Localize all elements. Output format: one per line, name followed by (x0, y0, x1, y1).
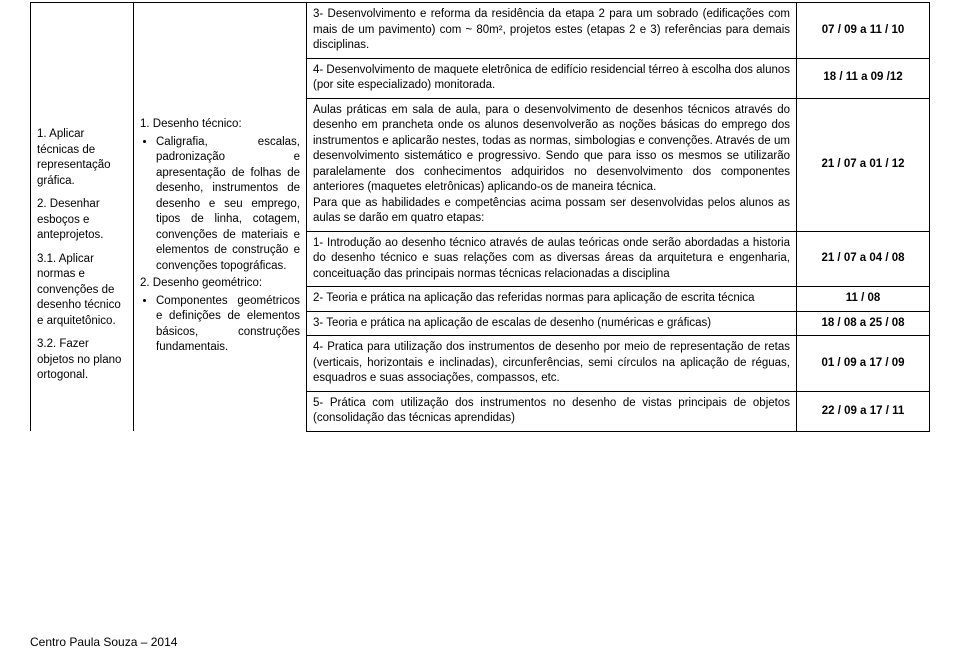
col1-objectives-cell: 1. Aplicar técnicas de representação grá… (31, 3, 134, 432)
row-text-aulas-a: Aulas práticas em sala de aula, para o d… (313, 103, 790, 196)
obj-1: 1. Aplicar técnicas de representação grá… (37, 127, 127, 189)
row-date-2teoria: 11 / 08 (797, 287, 930, 312)
row-date-1intro: 21 / 07 a 04 / 08 (797, 231, 930, 287)
row-text-3escalas: 3- Teoria e prática na aplicação de esca… (307, 311, 797, 336)
obj-4: 3.2. Fazer objetos no plano ortogonal. (37, 337, 127, 384)
row-text-aulas: Aulas práticas em sala de aula, para o d… (307, 98, 797, 231)
row-date-aulas: 21 / 07 a 01 / 12 (797, 98, 930, 231)
row-text-1intro: 1- Introdução ao desenho técnico através… (307, 231, 797, 287)
footer-text: Centro Paula Souza – 2014 (30, 635, 177, 649)
col2-section2-title: 2. Desenho geométrico: (140, 276, 300, 292)
col2-section1-title: 1. Desenho técnico: (140, 117, 300, 133)
row-date-3escalas: 18 / 08 a 25 / 08 (797, 311, 930, 336)
row-text-2teoria: 2- Teoria e prática na aplicação das ref… (307, 287, 797, 312)
row-text-3-span: 3- Desenvolvimento e reforma da residênc… (313, 8, 790, 51)
row-date-5pratica: 22 / 09 a 17 / 11 (797, 391, 930, 431)
row-text-2teoria-span: 2- Teoria e prática na aplicação das ref… (313, 292, 755, 304)
row-text-3: 3- Desenvolvimento e reforma da residênc… (307, 3, 797, 59)
col2-section2-bullet: Componentes geométricos e definições de … (156, 294, 300, 356)
col2-section1-bullet: Caligrafia, escalas, padronização e apre… (156, 135, 300, 275)
row-text-5pratica-span: 5- Prática com utilização dos instrument… (313, 397, 790, 425)
row-text-aulas-b: Para que as habilidades e competências a… (313, 196, 790, 227)
obj-2: 2. Desenhar esboços e anteprojetos. (37, 197, 127, 244)
row-text-1intro-span: 1- Introdução ao desenho técnico através… (313, 237, 790, 280)
row-date-3: 07 / 09 a 11 / 10 (797, 3, 930, 59)
row-text-4-span: 4- Desenvolvimento de maquete eletrônica… (313, 64, 790, 92)
row-text-5pratica: 5- Prática com utilização dos instrument… (307, 391, 797, 431)
row-date-4pratica: 01 / 09 a 17 / 09 (797, 336, 930, 392)
row-text-4pratica-span: 4- Pratica para utilização dos instrumen… (313, 341, 790, 384)
content-table: 1. Aplicar técnicas de representação grá… (30, 2, 930, 432)
col2-contents-cell: 1. Desenho técnico: Caligrafia, escalas,… (134, 3, 307, 432)
row-text-4: 4- Desenvolvimento de maquete eletrônica… (307, 58, 797, 98)
obj-3: 3.1. Aplicar normas e convenções de dese… (37, 252, 127, 330)
row-date-4: 18 / 11 a 09 /12 (797, 58, 930, 98)
row-text-3escalas-span: 3- Teoria e prática na aplicação de esca… (313, 317, 711, 329)
row-text-4pratica: 4- Pratica para utilização dos instrumen… (307, 336, 797, 392)
